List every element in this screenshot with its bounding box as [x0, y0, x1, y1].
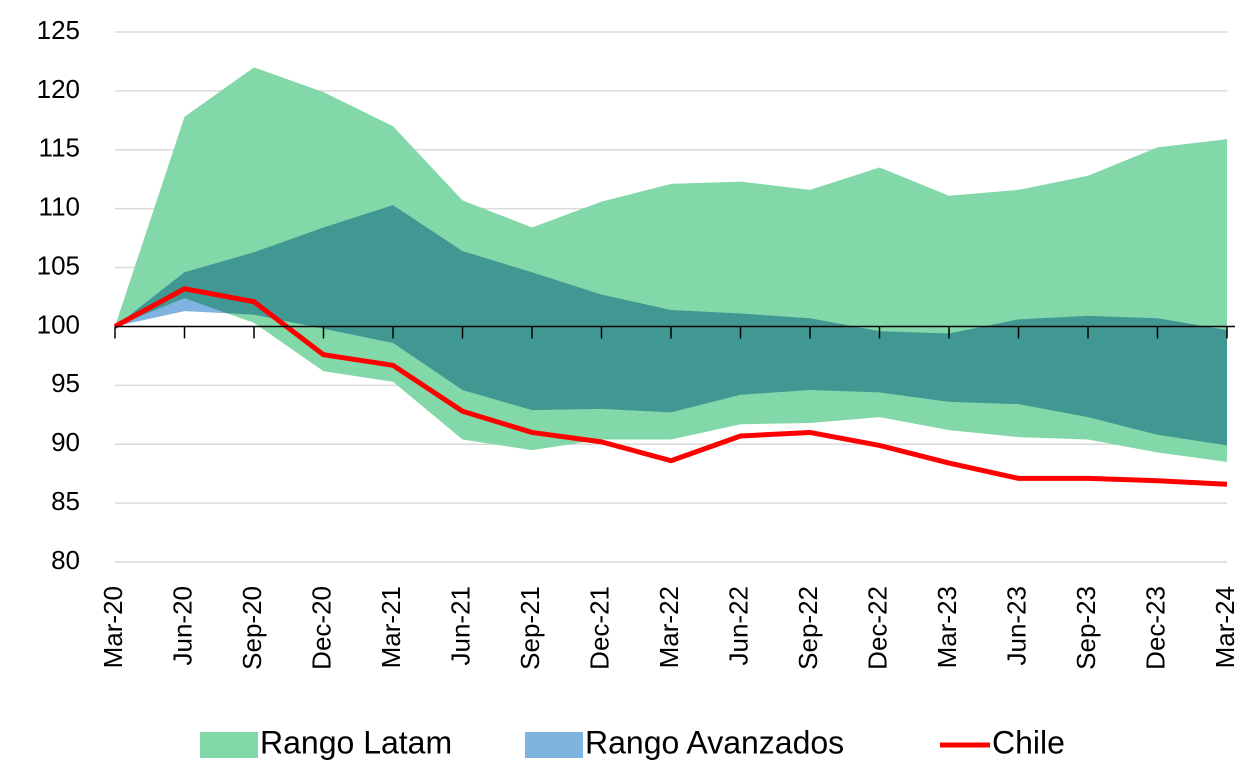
y-tick-label: 95	[51, 368, 80, 398]
line	[113, 286, 1228, 487]
range-area	[115, 205, 1227, 446]
y-tick-label: 120	[37, 74, 80, 104]
x-tick-label: Dec-22	[862, 586, 892, 670]
x-tick-label: Mar-21	[376, 586, 406, 668]
x-tick-label: Sep-23	[1071, 586, 1101, 670]
x-tick-label: Dec-21	[584, 586, 614, 670]
x-tick-label: Jun-22	[723, 586, 753, 666]
x-tick-label: Jun-23	[1001, 586, 1031, 666]
x-tick-label: Jun-21	[445, 586, 475, 666]
y-tick-label: 90	[51, 427, 80, 457]
x-tick-label: Sep-20	[237, 586, 267, 670]
y-tick-label: 80	[51, 545, 80, 575]
legend-label: Rango Avanzados	[585, 724, 844, 760]
x-tick-label: Mar-23	[932, 586, 962, 668]
legend-label: Rango Latam	[260, 724, 452, 760]
legend-swatch	[525, 732, 583, 758]
y-tick-label: 110	[39, 192, 80, 222]
x-tick-label: Mar-24	[1210, 586, 1240, 668]
x-tick-label: Dec-23	[1140, 586, 1170, 670]
legend-label: Chile	[992, 724, 1065, 760]
x-tick-label: Sep-21	[515, 586, 545, 670]
x-tick-label: Jun-20	[167, 586, 197, 666]
y-tick-label: 115	[39, 133, 80, 163]
x-tick-label: Dec-20	[306, 586, 336, 670]
legend-swatch	[200, 732, 258, 758]
y-tick-label: 125	[37, 15, 80, 45]
x-tick-label: Mar-22	[654, 586, 684, 668]
y-tick-label: 105	[37, 250, 80, 280]
x-tick-label: Mar-20	[98, 586, 128, 668]
x-tick-label: Sep-22	[793, 586, 823, 670]
y-tick-label: 100	[37, 309, 80, 339]
y-tick-label: 85	[51, 486, 80, 516]
